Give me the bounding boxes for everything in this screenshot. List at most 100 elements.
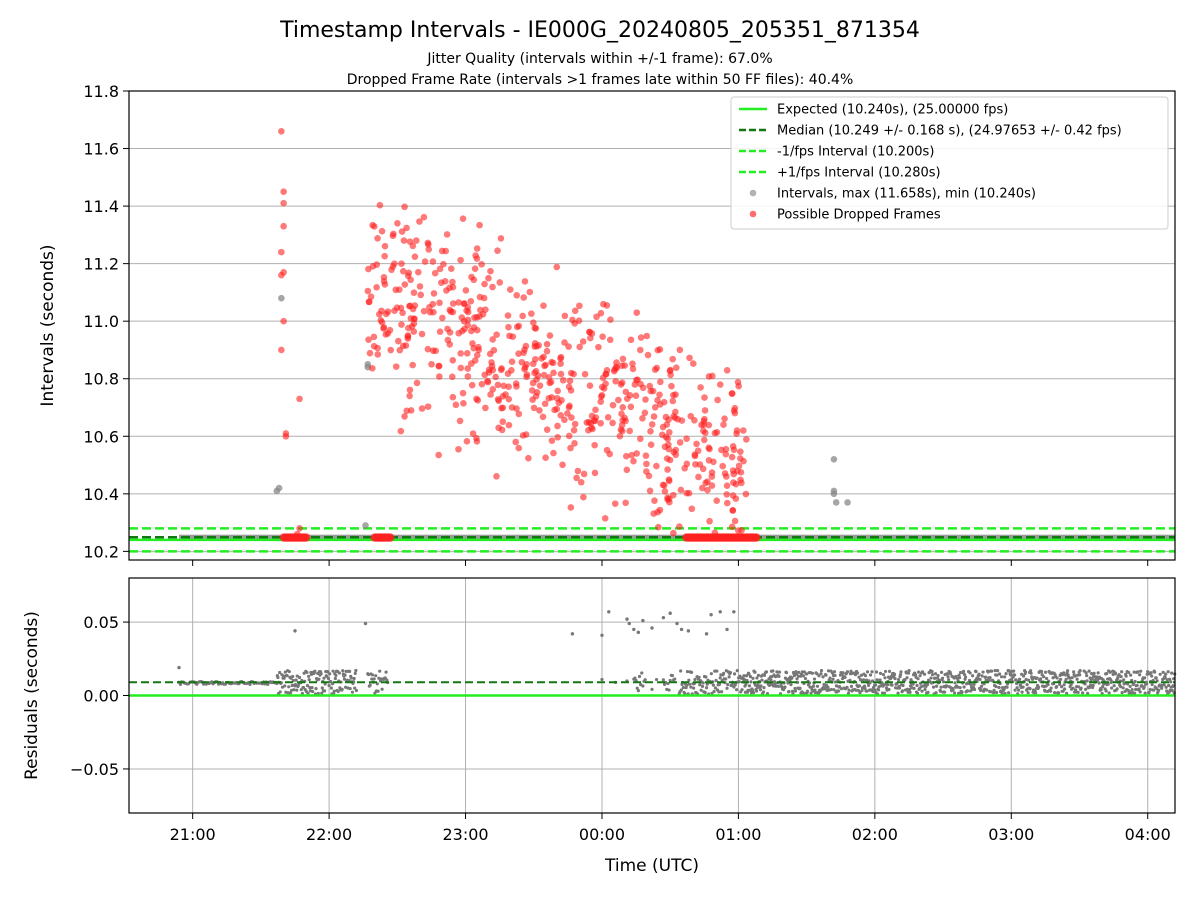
residual-outlier-point — [600, 633, 604, 637]
dropped-frame-point — [473, 255, 481, 262]
dropped-frame-point — [626, 427, 634, 435]
residual-point — [1139, 669, 1143, 673]
residual-point — [1090, 672, 1094, 676]
dropped-frame-point — [752, 533, 761, 542]
legend-entry-label: Intervals, max (11.658s), min (10.240s) — [777, 187, 1036, 202]
dropped-frame-point — [440, 260, 447, 268]
dropped-frame-point — [365, 298, 373, 306]
residual-point — [901, 683, 905, 688]
dropped-frame-point — [554, 422, 561, 430]
dropped-frame-point — [721, 470, 729, 477]
residual-point — [1164, 685, 1168, 689]
dropped-frame-point — [634, 376, 641, 383]
residual-point — [1154, 676, 1158, 680]
interval-point — [362, 522, 369, 529]
dropped-frame-point — [570, 370, 577, 378]
dropped-frame-point — [728, 390, 736, 397]
residual-point — [989, 669, 994, 673]
dropped-frame-point — [418, 405, 426, 412]
residual-point — [916, 670, 921, 674]
residual-point — [831, 677, 835, 681]
dropped-frame-point — [720, 421, 727, 428]
residual-point — [310, 685, 314, 690]
residual-point — [1165, 678, 1169, 682]
dropped-frame-point — [654, 397, 661, 404]
dropped-frame-point — [564, 410, 571, 417]
dropped-frame-point — [669, 355, 676, 363]
dropped-frame-point — [615, 396, 622, 404]
dropped-frame-point — [661, 488, 669, 495]
residual-point — [725, 686, 729, 690]
residual-outlier-point — [704, 632, 709, 636]
residual-point — [934, 691, 938, 695]
dropped-frame-point — [706, 517, 713, 525]
dropped-frame-point — [464, 373, 472, 380]
residual-point — [668, 678, 672, 683]
dropped-frame-point — [565, 432, 573, 440]
dropped-frame-point — [410, 289, 418, 297]
residual-point — [687, 678, 691, 682]
residual-point — [983, 675, 988, 679]
residual-point — [857, 684, 862, 688]
dropped-frame-point — [417, 291, 425, 299]
dropped-frame-point — [627, 336, 635, 344]
residual-point — [1165, 689, 1169, 693]
dropped-frame-point — [639, 415, 646, 422]
residual-point — [812, 677, 817, 681]
residual-point — [285, 673, 289, 678]
dropped-frame-point — [667, 366, 674, 374]
residual-point — [1058, 682, 1062, 686]
dropped-frame-point — [561, 416, 568, 424]
residual-point — [717, 682, 722, 686]
dropped-frame-point — [632, 392, 640, 399]
residual-point — [295, 674, 299, 678]
residual-point — [306, 691, 310, 695]
residual-point — [1059, 677, 1063, 681]
residual-point — [755, 676, 759, 680]
time-x-tick-label: 01:00 — [715, 825, 761, 844]
residual-point — [1086, 691, 1090, 695]
dropped-frame-point — [643, 460, 650, 468]
residual-point — [926, 690, 930, 694]
residual-point — [839, 687, 844, 691]
dropped-frame-point — [697, 384, 704, 391]
residual-point — [722, 671, 726, 676]
residual-point — [875, 678, 879, 682]
residual-point — [1128, 684, 1132, 689]
dropped-frame-point — [665, 476, 673, 483]
dropped-frame-point — [618, 421, 626, 429]
dropped-frame-point — [612, 377, 619, 385]
residual-point — [1045, 676, 1049, 681]
residual-point — [667, 688, 671, 692]
dropped-frame-point — [397, 427, 405, 435]
residual-point — [934, 684, 939, 688]
interval-point — [275, 484, 283, 492]
residual-point — [749, 680, 753, 684]
residual-point — [939, 685, 943, 689]
dropped-frame-point — [496, 279, 504, 286]
residual-point — [911, 682, 915, 686]
dropped-frame-point — [548, 358, 555, 366]
dropped-frame-point — [629, 360, 636, 368]
dropped-frame-point — [586, 328, 593, 336]
residual-point — [828, 676, 832, 680]
intervals-panel: 10.2 10.4 10.6 10.8 11.0 11.2 11.4 11.6 11.8 — [83, 82, 1176, 566]
residual-point — [1070, 676, 1074, 680]
residual-point — [728, 671, 733, 675]
residual-point — [1009, 672, 1013, 677]
dropped-frame-point — [649, 387, 657, 395]
intervals-panel-frame — [128, 90, 1176, 561]
residual-point — [704, 686, 709, 690]
dropped-frame-point — [548, 437, 556, 444]
residual-point — [1140, 683, 1144, 688]
dropped-frame-point — [730, 470, 738, 478]
dropped-frame-point — [429, 258, 437, 265]
time-x-tick-label: 04:00 — [1125, 825, 1171, 844]
intervals-y-tick-label: 10.2 — [83, 542, 119, 561]
residual-point — [908, 690, 912, 694]
residual-point — [1122, 678, 1126, 682]
dropped-frame-point — [371, 223, 378, 230]
residual-point — [1077, 685, 1081, 689]
dropped-frame-point — [278, 248, 285, 256]
